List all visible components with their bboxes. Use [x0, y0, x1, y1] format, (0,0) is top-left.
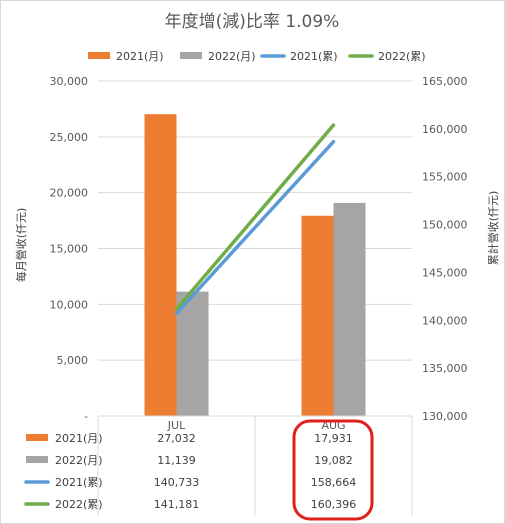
table-cell-value: 141,181	[154, 498, 200, 511]
table-series-name: 2021(月)	[55, 432, 103, 445]
table-series-name: 2022(累)	[55, 498, 103, 511]
y2-tick-label: 130,000	[422, 410, 468, 423]
table-cell-value: 140,733	[154, 476, 200, 489]
table-cell-value: 19,082	[314, 454, 353, 467]
x-tick-label: JUL	[167, 419, 186, 432]
y2-tick-label: 155,000	[422, 171, 468, 184]
table-series-name: 2022(月)	[55, 454, 103, 467]
y2-tick-label: 165,000	[422, 75, 468, 88]
aug-highlight-circle	[292, 419, 374, 521]
y-tick-label: 5,000	[57, 354, 89, 367]
table-cell-value: 158,664	[311, 476, 357, 489]
series-line	[174, 139, 336, 316]
bar	[301, 215, 334, 416]
table-legend-key	[26, 434, 48, 441]
legend-label: 2021(月)	[116, 50, 164, 63]
chart-title: 年度增(減)比率 1.09%	[165, 12, 340, 32]
table-cell-value: 17,931	[314, 432, 353, 445]
y-tick-label: 10,000	[50, 298, 89, 311]
table-series-name: 2021(累)	[55, 476, 103, 489]
legend-label: 2021(累)	[290, 50, 338, 63]
table-cell-value: 160,396	[311, 498, 357, 511]
y-tick-label: 15,000	[50, 243, 89, 256]
y2-axis-title: 累計營收(仟元)	[486, 191, 500, 266]
bar	[176, 291, 209, 416]
y-tick-label: -	[84, 410, 88, 423]
y2-tick-label: 135,000	[422, 362, 468, 375]
bar	[144, 114, 177, 416]
legend-label: 2022(月)	[208, 50, 256, 63]
y2-tick-label: 150,000	[422, 219, 468, 232]
y2-tick-label: 160,000	[422, 123, 468, 136]
y-tick-label: 30,000	[50, 75, 89, 88]
bar	[333, 202, 366, 416]
table-cell-value: 27,032	[157, 432, 196, 445]
bars	[144, 114, 366, 416]
lines	[174, 123, 336, 316]
series-line	[174, 123, 336, 311]
y-tick-label: 25,000	[50, 131, 89, 144]
legend-label: 2022(累)	[378, 50, 426, 63]
legend: 2021(月) 2022(月) 2021(累) 2022(累)	[88, 50, 426, 63]
legend-key	[88, 52, 110, 59]
y-axis-title: 每月營收(仟元)	[14, 208, 28, 283]
y2-tick-label: 145,000	[422, 266, 468, 279]
data-table: 2021(月) 27,032 17,931 2022(月) 11,139 19,082 20…	[24, 432, 357, 511]
y-tick-label: 20,000	[50, 187, 89, 200]
legend-key	[180, 52, 202, 59]
table-legend-key	[26, 456, 48, 463]
y2-tick-label: 140,000	[422, 314, 468, 327]
left-axis: 30,000 25,000 20,000 15,000 10,000 5,000 -	[50, 75, 89, 423]
table-cell-value: 11,139	[157, 454, 196, 467]
right-axis: 165,000 160,000 155,000 150,000 145,000 140,0…	[422, 75, 468, 423]
